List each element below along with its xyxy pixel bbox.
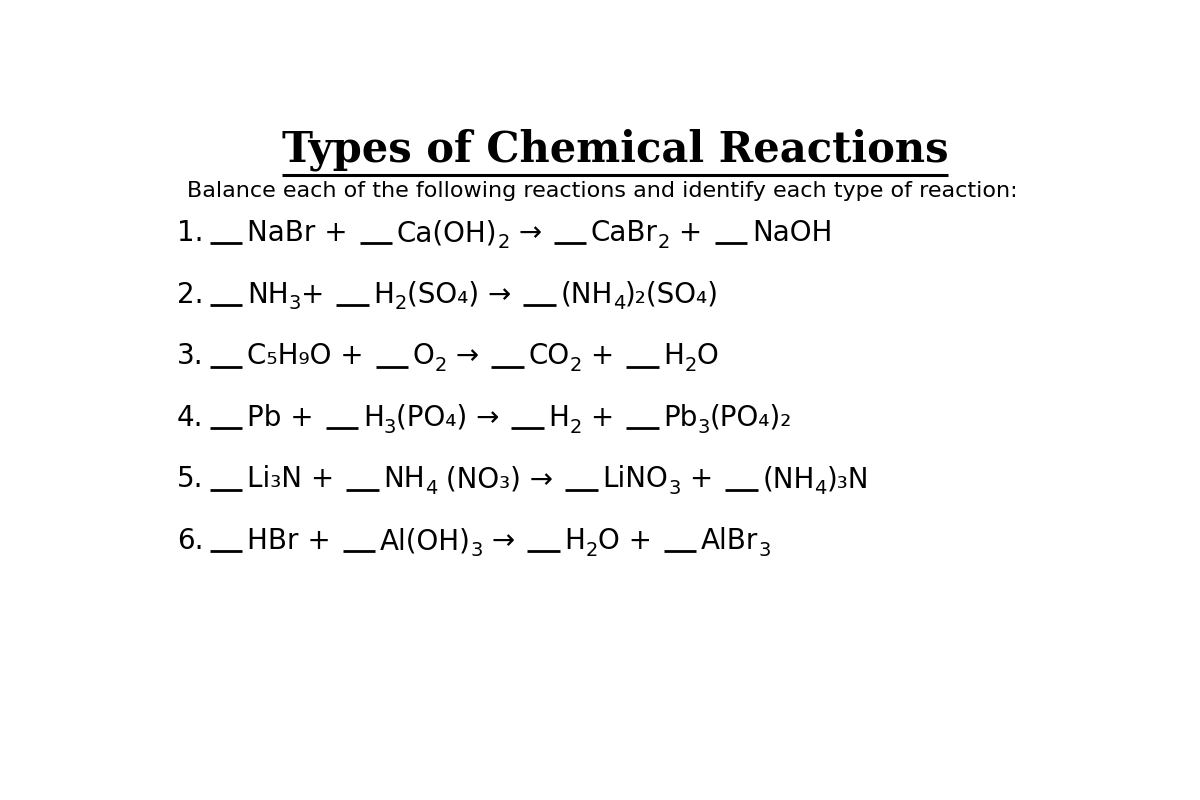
Text: H: H (564, 527, 586, 555)
Text: 3: 3 (470, 541, 484, 560)
Text: H: H (548, 404, 570, 432)
Text: Types of Chemical Reactions: Types of Chemical Reactions (282, 128, 948, 171)
Text: )₂(SO₄): )₂(SO₄) (625, 281, 719, 309)
Text: (PO₄)₂: (PO₄)₂ (710, 404, 792, 432)
Text: 2: 2 (570, 418, 582, 437)
Text: CO: CO (528, 342, 570, 370)
Text: →: → (510, 219, 551, 247)
Text: +: + (301, 281, 334, 309)
Text: NaBr +: NaBr + (247, 219, 356, 247)
Text: O: O (413, 342, 434, 370)
Text: 3: 3 (697, 418, 710, 437)
Text: 2: 2 (497, 233, 510, 252)
Text: →: → (448, 342, 488, 370)
Text: H: H (373, 281, 395, 309)
Text: (NO₃) →: (NO₃) → (438, 466, 563, 494)
Text: (NH: (NH (560, 281, 613, 309)
Text: 4: 4 (815, 479, 827, 498)
Text: +: + (671, 219, 712, 247)
Text: +: + (582, 404, 623, 432)
Text: (SO₄) →: (SO₄) → (407, 281, 520, 309)
Text: 3: 3 (758, 541, 770, 560)
Text: Balance each of the following reactions and identify each type of reaction:: Balance each of the following reactions … (187, 181, 1018, 201)
Text: 2: 2 (570, 356, 582, 375)
Text: 1.: 1. (178, 219, 204, 247)
Text: NaOH: NaOH (751, 219, 832, 247)
Text: 2.: 2. (178, 281, 204, 309)
Text: LiNO: LiNO (602, 466, 668, 494)
Text: NH: NH (247, 281, 289, 309)
Text: 2: 2 (658, 233, 671, 252)
Text: CaBr: CaBr (590, 219, 658, 247)
Text: 2: 2 (395, 294, 407, 314)
Text: 3: 3 (289, 294, 301, 314)
Text: (NH: (NH (762, 466, 815, 494)
Text: →: → (484, 527, 524, 555)
Text: O: O (696, 342, 719, 370)
Text: O +: O + (598, 527, 661, 555)
Text: 4: 4 (613, 294, 625, 314)
Text: H: H (362, 404, 384, 432)
Text: AlBr: AlBr (701, 527, 758, 555)
Text: Pb +: Pb + (247, 404, 323, 432)
Text: NH: NH (384, 466, 425, 494)
Text: 2: 2 (434, 356, 448, 375)
Text: (PO₄) →: (PO₄) → (396, 404, 509, 432)
Text: H: H (664, 342, 684, 370)
Text: 3: 3 (384, 418, 396, 437)
Text: Al(OH): Al(OH) (380, 527, 470, 555)
Text: Pb: Pb (664, 404, 697, 432)
Text: Li₃N +: Li₃N + (247, 466, 343, 494)
Text: 2: 2 (586, 541, 598, 560)
Text: 6.: 6. (178, 527, 204, 555)
Text: HBr +: HBr + (247, 527, 340, 555)
Text: 3: 3 (668, 479, 680, 498)
Text: +: + (680, 466, 722, 494)
Text: 2: 2 (684, 356, 696, 375)
Text: )₃N: )₃N (827, 466, 870, 494)
Text: 4.: 4. (178, 404, 204, 432)
Text: C₅H₉O +: C₅H₉O + (247, 342, 373, 370)
Text: 3.: 3. (178, 342, 204, 370)
Text: Ca(OH): Ca(OH) (397, 219, 497, 247)
Text: 5.: 5. (178, 466, 204, 494)
Text: 4: 4 (425, 479, 438, 498)
Text: +: + (582, 342, 623, 370)
